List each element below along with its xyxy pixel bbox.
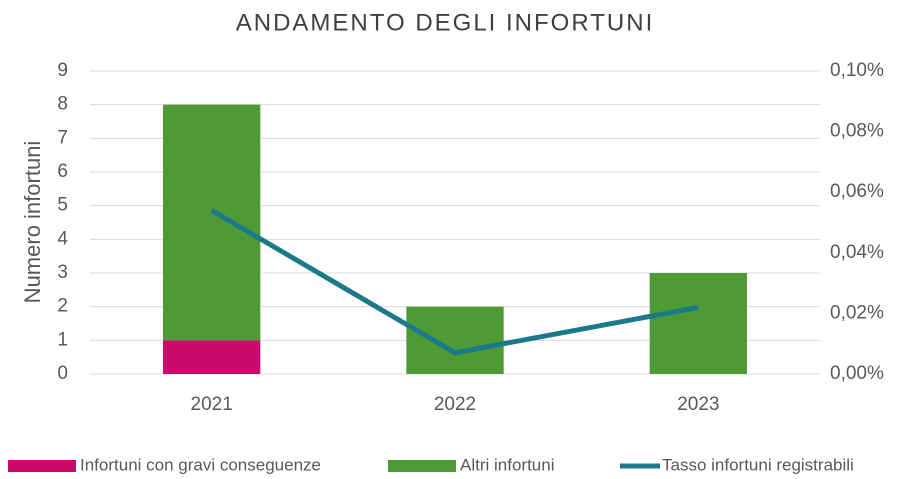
y-axis-label: Numero infortuni xyxy=(20,141,45,304)
bar xyxy=(649,273,747,374)
x-tick-label: 2023 xyxy=(677,394,719,415)
chart-title: ANDAMENTO DEGLI INFORTUNI xyxy=(236,9,654,36)
y2-tick-label: 0,00% xyxy=(830,363,884,384)
y2-tick-label: 0,04% xyxy=(830,242,884,263)
x-tick-label: 2022 xyxy=(434,394,476,415)
x-tick-label: 2021 xyxy=(191,394,233,415)
y-tick-label: 2 xyxy=(57,296,68,317)
legend-swatch xyxy=(388,460,456,472)
y-tick-label: 5 xyxy=(57,195,68,216)
line-series xyxy=(210,208,699,356)
y2-tick-label: 0,06% xyxy=(830,181,884,202)
bar xyxy=(163,340,261,374)
y-tick-label: 1 xyxy=(57,329,68,350)
bar xyxy=(163,104,261,341)
y-tick-label: 6 xyxy=(57,161,68,182)
bar xyxy=(406,306,504,374)
y2-tick-label: 0,02% xyxy=(830,302,884,323)
y2-tick-label: 0,08% xyxy=(830,121,884,142)
legend-label: Altri infortuni xyxy=(460,455,554,474)
y-tick-label: 7 xyxy=(57,127,68,148)
y-tick-label: 0 xyxy=(57,363,68,384)
legend-swatch xyxy=(8,460,76,472)
y2-tick-label: 0,10% xyxy=(830,60,884,81)
y-tick-label: 8 xyxy=(57,94,68,115)
y-tick-label: 4 xyxy=(57,228,68,249)
y-tick-label: 3 xyxy=(57,262,68,283)
y-tick-label: 9 xyxy=(57,60,68,81)
legend-label: Infortuni con gravi conseguenze xyxy=(80,455,321,474)
legend-label: Tasso infortuni registrabili xyxy=(662,455,854,474)
